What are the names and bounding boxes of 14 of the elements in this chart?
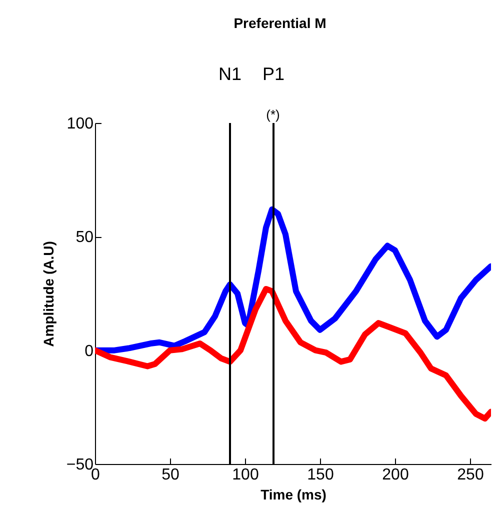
y-tick-label: 100 <box>66 116 94 132</box>
x-tick-label: 150 <box>307 466 334 484</box>
x-tick-label: 50 <box>162 466 180 484</box>
y-tick-label: 50 <box>76 229 94 246</box>
x-axis-title: Time (ms) <box>260 486 326 502</box>
text: (*) <box>266 107 280 122</box>
ref-line-label: P1 <box>262 64 285 84</box>
y-tick-label: 0 <box>84 342 94 360</box>
x-tick-label: 250 <box>457 466 484 484</box>
chart-title: Preferential M <box>234 15 326 31</box>
y-axis-title: Amplitude (A.U) <box>40 241 56 347</box>
x-tick-label: 100 <box>232 466 259 484</box>
ref-line-label: N1 <box>218 64 242 84</box>
x-tick-label: 200 <box>382 466 409 484</box>
